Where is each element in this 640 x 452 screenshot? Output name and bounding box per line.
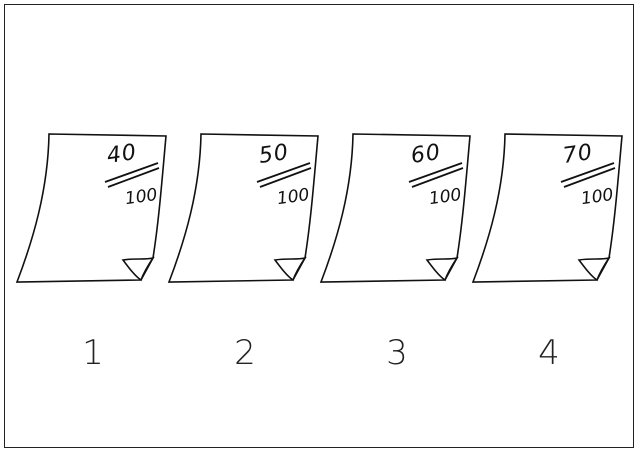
score-sheet-3: 60 100	[317, 130, 477, 290]
score-sheet-4: 70 100	[469, 130, 629, 290]
panel-label-1: 1	[82, 333, 104, 373]
score-sheet-2: 50 100	[165, 130, 325, 290]
paper-sheet-icon	[471, 133, 623, 283]
panel-label-4: 4	[538, 333, 560, 373]
score-sheet-1: 40 100	[13, 130, 173, 290]
paper-sheet-icon	[319, 133, 471, 283]
score-numerator: 50	[257, 140, 291, 169]
panel-label-2: 2	[234, 333, 256, 373]
score-numerator: 60	[409, 140, 443, 169]
panel-label-3: 3	[386, 333, 408, 373]
score-numerator: 70	[561, 140, 595, 169]
diagram-frame: 40 100 50 100 60 100 70 100 1 2 3	[4, 4, 634, 448]
paper-sheet-icon	[15, 133, 167, 283]
paper-sheet-icon	[167, 133, 319, 283]
score-numerator: 40	[105, 140, 139, 169]
